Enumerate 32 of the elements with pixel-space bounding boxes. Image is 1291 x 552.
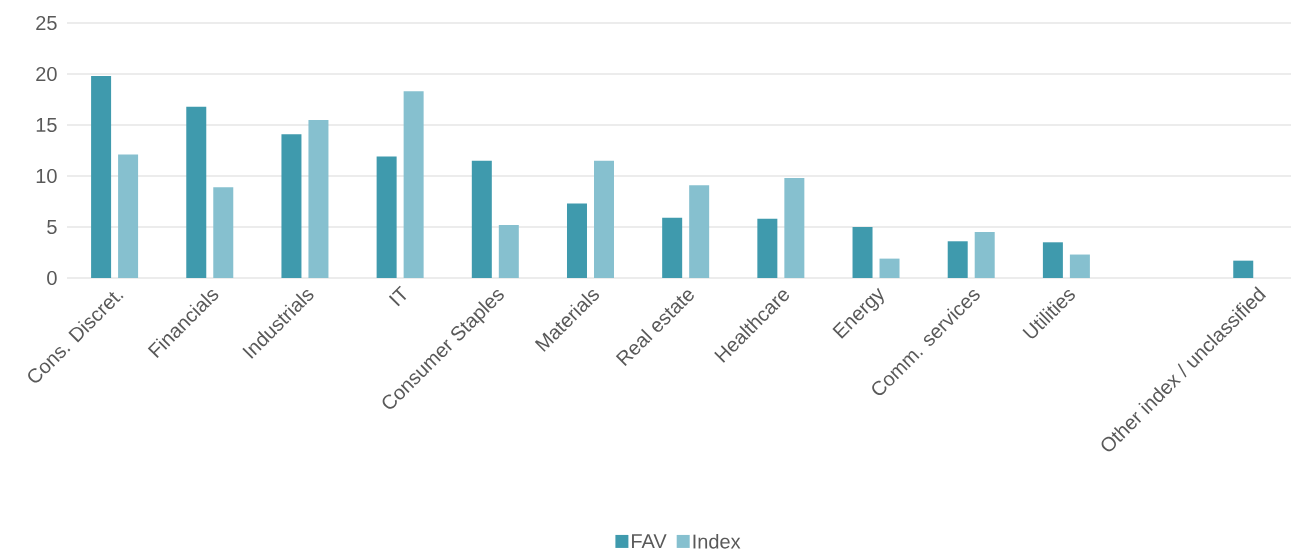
bar [213, 187, 234, 278]
bar [91, 76, 112, 278]
bar [662, 217, 683, 278]
bar [974, 232, 995, 278]
y-tick-label: 0 [47, 270, 57, 286]
bar [471, 160, 492, 278]
bar [308, 119, 329, 278]
y-tick-label: 25 [36, 15, 57, 31]
bar [947, 241, 968, 278]
legend-label: Index [693, 533, 741, 549]
legend-label: FAV [632, 534, 667, 549]
bar [498, 224, 519, 278]
y-tick-label: 20 [36, 66, 57, 82]
bar [186, 106, 207, 278]
y-tick-label: 10 [36, 168, 57, 184]
bar [1042, 242, 1063, 278]
bar [281, 134, 302, 278]
bar [1233, 260, 1254, 278]
x-tick-label: IT [388, 285, 407, 307]
bar [593, 160, 614, 278]
bar [118, 154, 139, 278]
bar [757, 218, 778, 278]
bar [566, 203, 587, 278]
bar [879, 258, 900, 278]
y-tick-label: 5 [47, 220, 57, 234]
y-tick-label: 15 [36, 118, 57, 132]
bar [403, 91, 424, 278]
bar [689, 185, 710, 278]
bar [784, 178, 805, 278]
bar [376, 156, 397, 278]
bar [852, 227, 873, 278]
bar [1069, 254, 1090, 278]
